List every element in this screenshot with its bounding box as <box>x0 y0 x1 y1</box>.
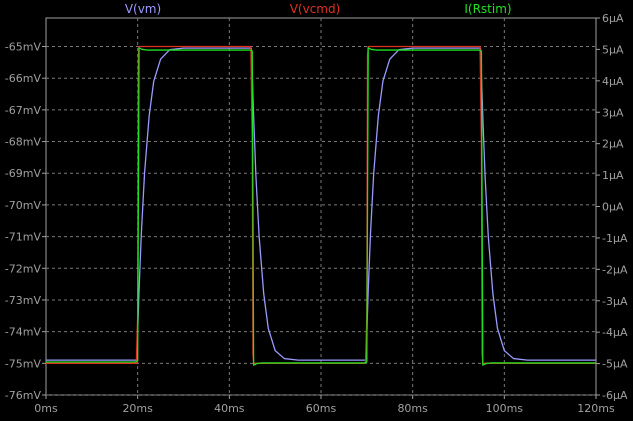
y-right-tick-label: 0µA <box>602 201 624 214</box>
x-tick-label: 0ms <box>34 402 58 415</box>
y-left-tick-label: -67mV <box>5 104 42 117</box>
trace-vvm <box>46 47 596 361</box>
y-left-tick-label: -74mV <box>5 326 42 339</box>
y-right-tick-label: 4µA <box>602 75 624 88</box>
x-tick-label: 20ms <box>122 402 153 415</box>
y-right-tick-label: -2µA <box>602 263 628 276</box>
x-tick-label: 60ms <box>306 402 337 415</box>
y-right-tick-label: 6µA <box>602 12 624 25</box>
y-right-tick-label: 5µA <box>602 43 624 56</box>
x-tick-label: 40ms <box>214 402 245 415</box>
y-left-tick-label: -75mV <box>5 357 42 370</box>
y-right-tick-label: -5µA <box>602 358 628 371</box>
y-left-tick-label: -68mV <box>5 136 42 149</box>
y-right-tick-label: 3µA <box>602 106 624 119</box>
y-left-tick-label: -66mV <box>5 72 42 85</box>
legend-vvcmd: V(vcmd) <box>290 2 341 16</box>
y-left-tick-label: -71mV <box>5 231 42 244</box>
x-tick-label: 80ms <box>397 402 428 415</box>
legend-irstim: I(Rstim) <box>464 2 511 16</box>
x-tick-label: 100ms <box>486 402 524 415</box>
legend-vvm: V(vm) <box>125 2 161 16</box>
y-right-tick-label: -3µA <box>602 295 628 308</box>
y-right-tick-label: 1µA <box>602 169 624 182</box>
y-left-tick-label: -72mV <box>5 262 42 275</box>
y-right-tick-label: -1µA <box>602 232 628 245</box>
y-right-tick-label: 2µA <box>602 138 624 151</box>
x-tick-label: 120ms <box>577 402 615 415</box>
y-left-tick-label: -73mV <box>5 294 42 307</box>
y-left-tick-label: -76mV <box>5 389 42 402</box>
trace-irstim <box>46 47 596 366</box>
y-left-tick-label: -69mV <box>5 167 42 180</box>
y-left-tick-label: -70mV <box>5 199 42 212</box>
y-left-tick-label: -65mV <box>5 41 42 54</box>
y-right-tick-label: -6µA <box>602 389 628 402</box>
y-right-tick-label: -4µA <box>602 326 628 339</box>
